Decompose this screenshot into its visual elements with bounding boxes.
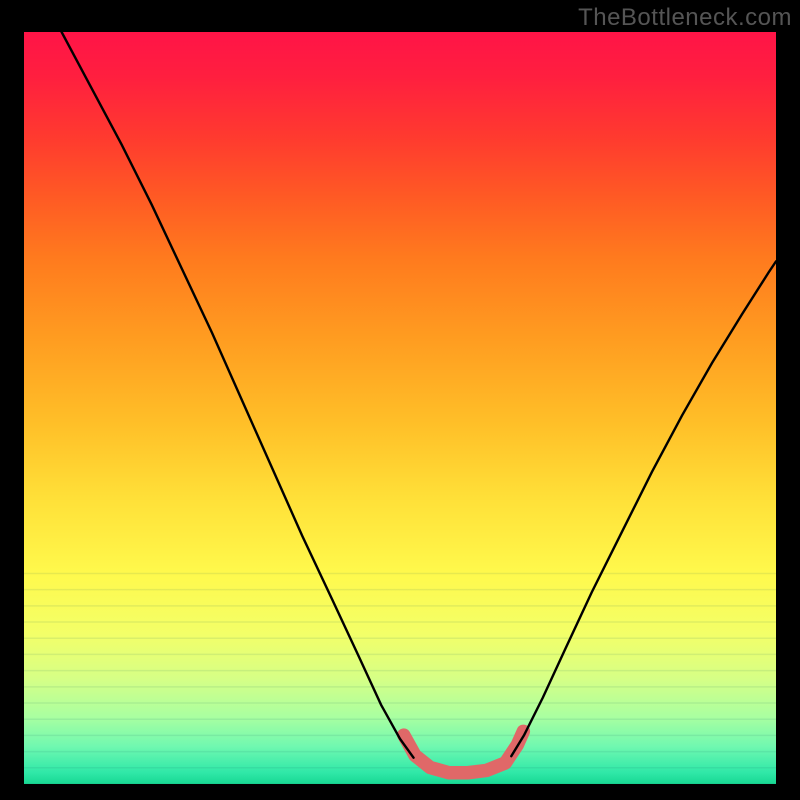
watermark-text: TheBottleneck.com <box>578 4 792 32</box>
chart-container: TheBottleneck.com <box>0 0 800 800</box>
bottleneck-curve-chart <box>24 32 776 784</box>
plot-area <box>24 32 776 784</box>
